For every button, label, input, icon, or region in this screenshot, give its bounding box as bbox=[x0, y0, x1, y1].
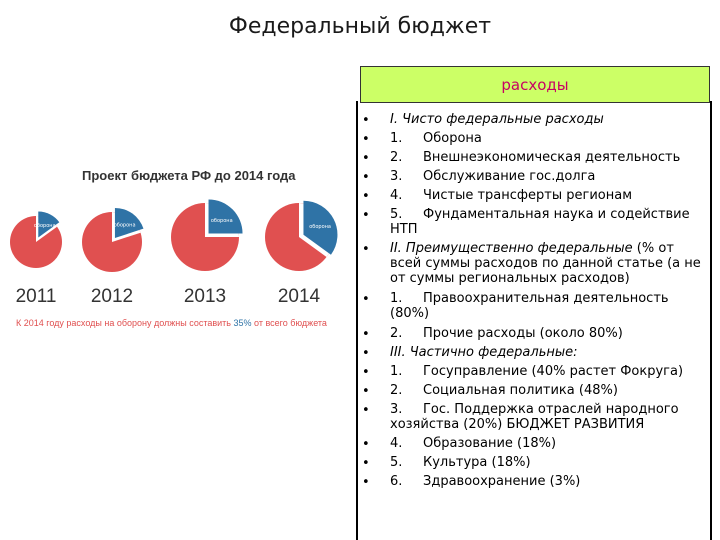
list-item-text: 1. Правоохранительная деятельность (80%) bbox=[390, 291, 708, 321]
list-item-label: Прочие расходы (около 80%) bbox=[423, 326, 623, 341]
list-item-label: Фундаментальная наука и содействие НТП bbox=[390, 207, 690, 237]
bullet-icon: • bbox=[362, 292, 370, 307]
chart-note: К 2014 году расходы на оборону должны со… bbox=[16, 318, 356, 328]
bullet-icon: • bbox=[362, 189, 370, 204]
bullet-icon: • bbox=[362, 327, 370, 342]
pie-slice-label: оборона bbox=[114, 223, 136, 229]
chart-title: Проект бюджета РФ до 2014 года bbox=[82, 168, 296, 183]
bullet-icon: • bbox=[362, 475, 370, 490]
pie-slice-label: оборона bbox=[211, 218, 233, 224]
list-item-label: Культура (18%) bbox=[423, 455, 531, 470]
bullet-icon: • bbox=[362, 170, 370, 185]
list-item-label: Социальная политика (48%) bbox=[423, 383, 618, 398]
budget-pie-charts: оборона 2011 оборона 2012 оборона 2013 оборона… bbox=[10, 199, 338, 307]
pie-slice-defense-2011 bbox=[38, 211, 60, 238]
list-item-number: 1. bbox=[390, 291, 403, 306]
bullet-icon: • bbox=[362, 242, 370, 257]
list-item-number: 5. bbox=[390, 207, 403, 222]
pie-slice-label: оборона bbox=[34, 223, 56, 229]
list-item-text: 2. Внешнеэкономическая деятельность bbox=[390, 150, 708, 165]
list-item-number: 6. bbox=[390, 474, 403, 489]
list-item-label: II. Преимущественно федеральные bbox=[390, 241, 633, 256]
expenses-header: расходы bbox=[360, 66, 710, 103]
list-item-label: Здравоохранение (3%) bbox=[423, 474, 581, 489]
list-item-label: Оборона bbox=[423, 131, 482, 146]
list-item-label: Гос. Поддержка отраслей народного хозяйс… bbox=[390, 402, 679, 432]
list-item-text: 1. Госуправление (40% растет Фокруга) bbox=[390, 364, 708, 379]
bullet-icon: • bbox=[362, 151, 370, 166]
list-item-text: 4. Чистые трансферты регионам bbox=[390, 188, 708, 203]
list-item-number: 5. bbox=[390, 455, 403, 470]
list-item-text: III. Частично федеральные: bbox=[390, 345, 708, 360]
year-label-2012: 2012 bbox=[91, 286, 133, 307]
list-item-number: 4. bbox=[390, 188, 403, 203]
bullet-icon: • bbox=[362, 456, 370, 471]
list-item-label: Обслуживание гос.долга bbox=[423, 169, 596, 184]
expenses-list-box: • I. Чисто федеральные расходы • 1. Оборона •… bbox=[356, 101, 712, 540]
list-item-label: Правоохранительная деятельность (80%) bbox=[390, 291, 669, 321]
chart-note-tail: от всего бюджета bbox=[251, 318, 327, 328]
pie-slice-label: оборона bbox=[309, 224, 331, 230]
list-item-number: 1. bbox=[390, 364, 403, 379]
list-item-text: 2. Прочие расходы (около 80%) bbox=[390, 326, 708, 341]
bullet-icon: • bbox=[362, 365, 370, 380]
page-title: Федеральный бюджет bbox=[228, 14, 492, 39]
list-item-text: 6. Здравоохранение (3%) bbox=[390, 474, 708, 489]
list-item-label: Госуправление (40% растет Фокруга) bbox=[423, 364, 684, 379]
list-item-text: 4. Образование (18%) bbox=[390, 436, 708, 451]
bullet-icon: • bbox=[362, 384, 370, 399]
list-item-number: 3. bbox=[390, 402, 403, 417]
year-label-2013: 2013 bbox=[184, 286, 226, 307]
list-item-number: 2. bbox=[390, 383, 403, 398]
list-item-text: 5. Культура (18%) bbox=[390, 455, 708, 470]
chart-note-percent: 35% bbox=[233, 318, 252, 328]
chart-note-text: К 2014 году расходы на оборону должны со… bbox=[16, 318, 234, 328]
bullet-icon: • bbox=[362, 208, 370, 223]
list-item-text: 3. Обслуживание гос.долга bbox=[390, 169, 708, 184]
list-item-number: 2. bbox=[390, 326, 403, 341]
list-item-text: 5. Фундаментальная наука и содействие НТП bbox=[390, 207, 708, 237]
year-label-2014: 2014 bbox=[278, 286, 321, 307]
list-item-number: 4. bbox=[390, 436, 403, 451]
year-label-2011: 2011 bbox=[16, 286, 57, 307]
list-item-number: 3. bbox=[390, 169, 403, 184]
list-item-label: Чистые трансферты регионам bbox=[423, 188, 633, 203]
list-item-number: 1. bbox=[390, 131, 403, 146]
bullet-icon: • bbox=[362, 403, 370, 418]
list-item-label: Внешнеэкономическая деятельность bbox=[423, 150, 681, 165]
list-item-number: 2. bbox=[390, 150, 403, 165]
pie-slice-defense-2014 bbox=[303, 200, 338, 255]
list-item-text: II. Преимущественно федеральные (% от вс… bbox=[390, 241, 708, 286]
list-item-label: I. Чисто федеральные расходы bbox=[390, 112, 604, 127]
bullet-icon: • bbox=[362, 437, 370, 452]
bullet-icon: • bbox=[362, 113, 370, 128]
list-item-text: 3. Гос. Поддержка отраслей народного хозя… bbox=[390, 402, 708, 432]
pie-slice-defense-2013 bbox=[208, 199, 243, 234]
pie-slice-defense-2012 bbox=[114, 207, 144, 238]
list-item-text: I. Чисто федеральные расходы bbox=[390, 112, 708, 127]
list-item-label: III. Частично федеральные: bbox=[390, 345, 578, 360]
list-item-text: 1. Оборона bbox=[390, 131, 708, 146]
expenses-header-label: расходы bbox=[501, 75, 569, 94]
list-item-label: Образование (18%) bbox=[423, 436, 557, 451]
bullet-icon: • bbox=[362, 132, 370, 147]
list-item-text: 2. Социальная политика (48%) bbox=[390, 383, 708, 398]
bullet-icon: • bbox=[362, 346, 370, 361]
list-item-detail: (% от всей суммы расходов по данной стат… bbox=[390, 241, 701, 286]
